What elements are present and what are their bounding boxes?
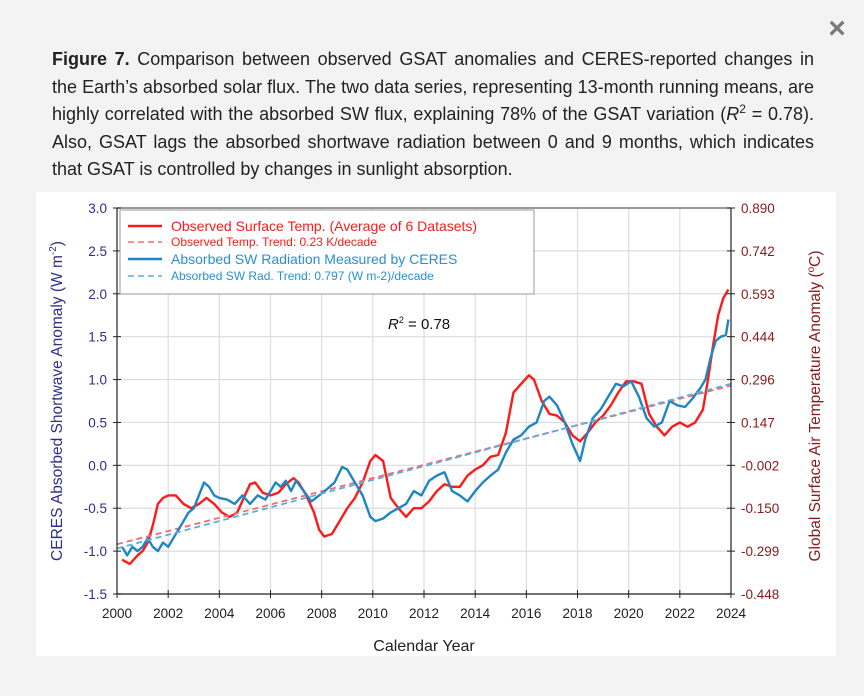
y-tick-label-right: 0.147 (741, 415, 775, 430)
series-layer (116, 288, 732, 566)
caption-text-2: = 0.78). Also, GSAT lags the absorbed sh… (52, 104, 815, 180)
x-axis-title: Calendar Year (373, 638, 475, 655)
y-tick-label-right: -0.150 (741, 501, 779, 516)
caption-r-exponent: 2 (739, 102, 746, 117)
x-tick-label: 2016 (511, 606, 541, 621)
x-tick-label: 2002 (153, 606, 183, 621)
y-tick-label-right: 0.890 (741, 201, 775, 216)
legend-box (119, 209, 535, 295)
x-tick-label: 2006 (255, 606, 285, 621)
x-tick-label: 2008 (307, 606, 337, 621)
r-symbol: R (388, 316, 399, 333)
y-tick-label-right: -0.002 (741, 458, 779, 473)
legend: Observed Surface Temp. (Average of 6 Dat… (119, 209, 535, 295)
figure-label: Figure 7. (52, 49, 130, 69)
y-tick-label-left: 0.5 (88, 415, 107, 430)
r-exponent: 2 (399, 315, 404, 325)
y-label-sup: -2 (48, 246, 59, 255)
x-tick-label: 2014 (460, 606, 491, 621)
x-tick-label: 2024 (716, 606, 747, 621)
y-tick-label-right: 0.296 (741, 373, 775, 388)
series-line-2 (121, 319, 730, 557)
figure-caption: Figure 7. Comparison between observed GS… (52, 46, 814, 184)
legend-label-sw-trend: Absorbed SW Rad. Trend: 0.797 (W m-2)/de… (171, 269, 434, 283)
x-tick-label: 2000 (102, 606, 132, 621)
y-tick-label-right: -0.448 (741, 587, 779, 602)
y-axis-title-right: Global Surface Air Temperature Anomaly (… (806, 250, 824, 561)
legend-label-temp: Observed Surface Temp. (Average of 6 Dat… (171, 218, 477, 234)
x-tick-label: 2010 (358, 606, 388, 621)
x-tick-label: 2012 (409, 606, 439, 621)
y-tick-label-left: -0.5 (84, 501, 107, 516)
y-tick-label-left: -1.0 (84, 544, 107, 559)
y-tick-label-left: 3.0 (88, 201, 107, 216)
close-icon[interactable]: × (828, 12, 846, 45)
series-line-3 (116, 382, 732, 550)
axes: 2000 2002 2004 2006 2008 2010 2012 2014 2016 2018… (84, 201, 780, 621)
x-tick-label: 2020 (614, 606, 644, 621)
caption-r-symbol: R (726, 104, 740, 125)
chart: 2000 2002 2004 2006 2008 2010 2012 2014 2016 2018… (48, 201, 824, 655)
y-tick-label-right: 0.742 (741, 244, 775, 259)
legend-label-temp-trend: Observed Temp. Trend: 0.23 K/decade (171, 235, 377, 249)
y2-label-close: C) (807, 250, 824, 266)
figure-container: 2000 2002 2004 2006 2008 2010 2012 2014 2016 2018… (36, 192, 836, 656)
y-tick-label-right: 0.593 (741, 287, 775, 302)
y-tick-label-left: -1.5 (84, 587, 107, 602)
y2-label-sup: o (806, 266, 817, 272)
series-line-1 (116, 384, 732, 546)
y-tick-label-left: 1.0 (88, 373, 107, 388)
x-tick-label: 2018 (562, 606, 592, 621)
y2-label-main: Global Surface Air Temperature Anomaly ( (807, 272, 824, 562)
y-label-close: ) (49, 241, 66, 246)
y-tick-label-right: -0.299 (741, 544, 779, 559)
y-label-main: CERES Absorbed Shortwave Anomaly (W m (49, 255, 66, 561)
y-tick-label-left: 2.0 (88, 287, 107, 302)
y-tick-label-left: 2.5 (88, 244, 107, 259)
x-tick-label: 2022 (665, 606, 695, 621)
y-axis-title-left: CERES Absorbed Shortwave Anomaly (W m-2) (48, 241, 66, 561)
legend-label-sw: Absorbed SW Radiation Measured by CERES (171, 251, 457, 267)
r-squared-annotation: R2 = 0.78 (388, 315, 450, 333)
x-tick-label: 2004 (204, 606, 235, 621)
y-tick-label-left: 0.0 (88, 458, 107, 473)
y-tick-label-left: 1.5 (88, 330, 107, 345)
caption-text-1: Comparison between observed GSAT anomali… (52, 49, 815, 125)
y-tick-label-right: 0.444 (741, 330, 775, 345)
r-value: = 0.78 (404, 316, 450, 333)
